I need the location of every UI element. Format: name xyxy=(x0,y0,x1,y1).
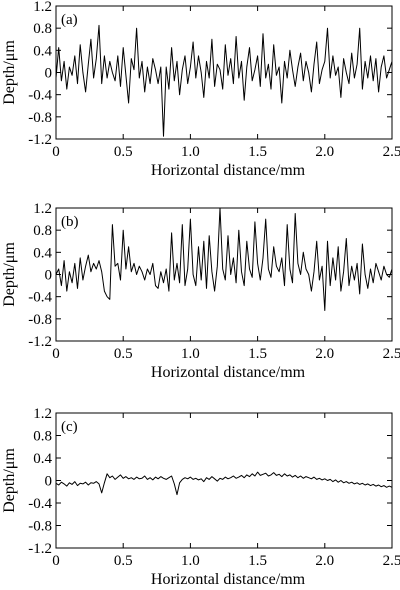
x-tick-label: 2.5 xyxy=(383,553,400,569)
depth-profile-line xyxy=(55,207,393,311)
x-tick-label: 0 xyxy=(52,346,60,362)
y-tick-label: 0 xyxy=(45,66,53,82)
x-tick-label: 1.5 xyxy=(248,144,267,160)
depth-profile-line xyxy=(55,24,393,137)
x-tick-label: 2.0 xyxy=(315,144,334,160)
y-tick-label: 0.8 xyxy=(33,223,52,239)
y-tick-label: 0.4 xyxy=(33,451,52,467)
y-tick-label: -1.2 xyxy=(28,132,52,148)
y-tick-label: -0.4 xyxy=(28,290,52,306)
depth-profile-line xyxy=(55,471,393,496)
x-tick-label: 1.5 xyxy=(248,553,267,569)
panel-b: 0 0.5 1.0 1.5 2.0 2.5 1.2 0.8 0.4 0 -0.4 -0.8 -1.2 (b… xyxy=(1,201,400,381)
y-tick-label: 1.2 xyxy=(33,406,52,422)
x-tick-label: 1.0 xyxy=(181,553,200,569)
y-tick-label: 1.2 xyxy=(33,201,52,217)
y-tick-label: 0 xyxy=(45,474,53,490)
y-tick-label: 0.4 xyxy=(33,245,52,261)
x-tick-label: 0.5 xyxy=(114,553,133,569)
x-tick-label: 2.5 xyxy=(383,346,400,362)
y-tick-label: 0 xyxy=(45,268,53,284)
y-tick-label: -0.8 xyxy=(28,312,52,328)
panel-c: 0 0.5 1.0 1.5 2.0 2.5 1.2 0.8 0.4 0 -0.4 -0.8 -1.2 (c… xyxy=(1,406,400,588)
x-tick-label: 0 xyxy=(52,144,60,160)
x-tick-label: 0.5 xyxy=(114,346,133,362)
panel-label: (a) xyxy=(61,12,78,28)
panel-label: (c) xyxy=(61,419,78,435)
y-axis-title: Depth/μm xyxy=(1,40,18,105)
x-tick-label: 0.5 xyxy=(114,144,133,160)
y-axis-title: Depth/μm xyxy=(1,448,18,513)
y-axis-title: Depth/μm xyxy=(1,242,18,307)
y-tick-label: 1.2 xyxy=(33,0,52,15)
y-tick-label: 0.8 xyxy=(33,429,52,445)
x-tick-label: 0 xyxy=(52,553,60,569)
x-tick-label: 1.0 xyxy=(181,144,200,160)
y-tick-label: -0.4 xyxy=(28,88,52,104)
y-tick-label: -1.2 xyxy=(28,334,52,350)
x-tick-label: 1.0 xyxy=(181,346,200,362)
y-tick-label: -1.2 xyxy=(28,541,52,557)
x-axis-title: Horizontal distance/mm xyxy=(151,571,306,588)
x-axis-title: Horizontal distance/mm xyxy=(151,364,306,381)
x-axis-title: Horizontal distance/mm xyxy=(151,162,306,179)
y-tick-label: -0.8 xyxy=(28,519,52,535)
panel-a: 0 0.5 1.0 1.5 2.0 2.5 1.2 0.8 0.4 0 -0.4 -0.8 -1.2 (a… xyxy=(1,0,400,179)
panel-label: (b) xyxy=(61,214,79,230)
y-tick-label: -0.4 xyxy=(28,496,52,512)
y-tick-label: -0.8 xyxy=(28,110,52,126)
x-tick-label: 1.5 xyxy=(248,346,267,362)
x-tick-label: 2.0 xyxy=(315,553,334,569)
y-tick-label: 0.8 xyxy=(33,21,52,37)
y-tick-label: 0.4 xyxy=(33,43,52,59)
x-tick-label: 2.5 xyxy=(383,144,400,160)
x-tick-label: 2.0 xyxy=(315,346,334,362)
